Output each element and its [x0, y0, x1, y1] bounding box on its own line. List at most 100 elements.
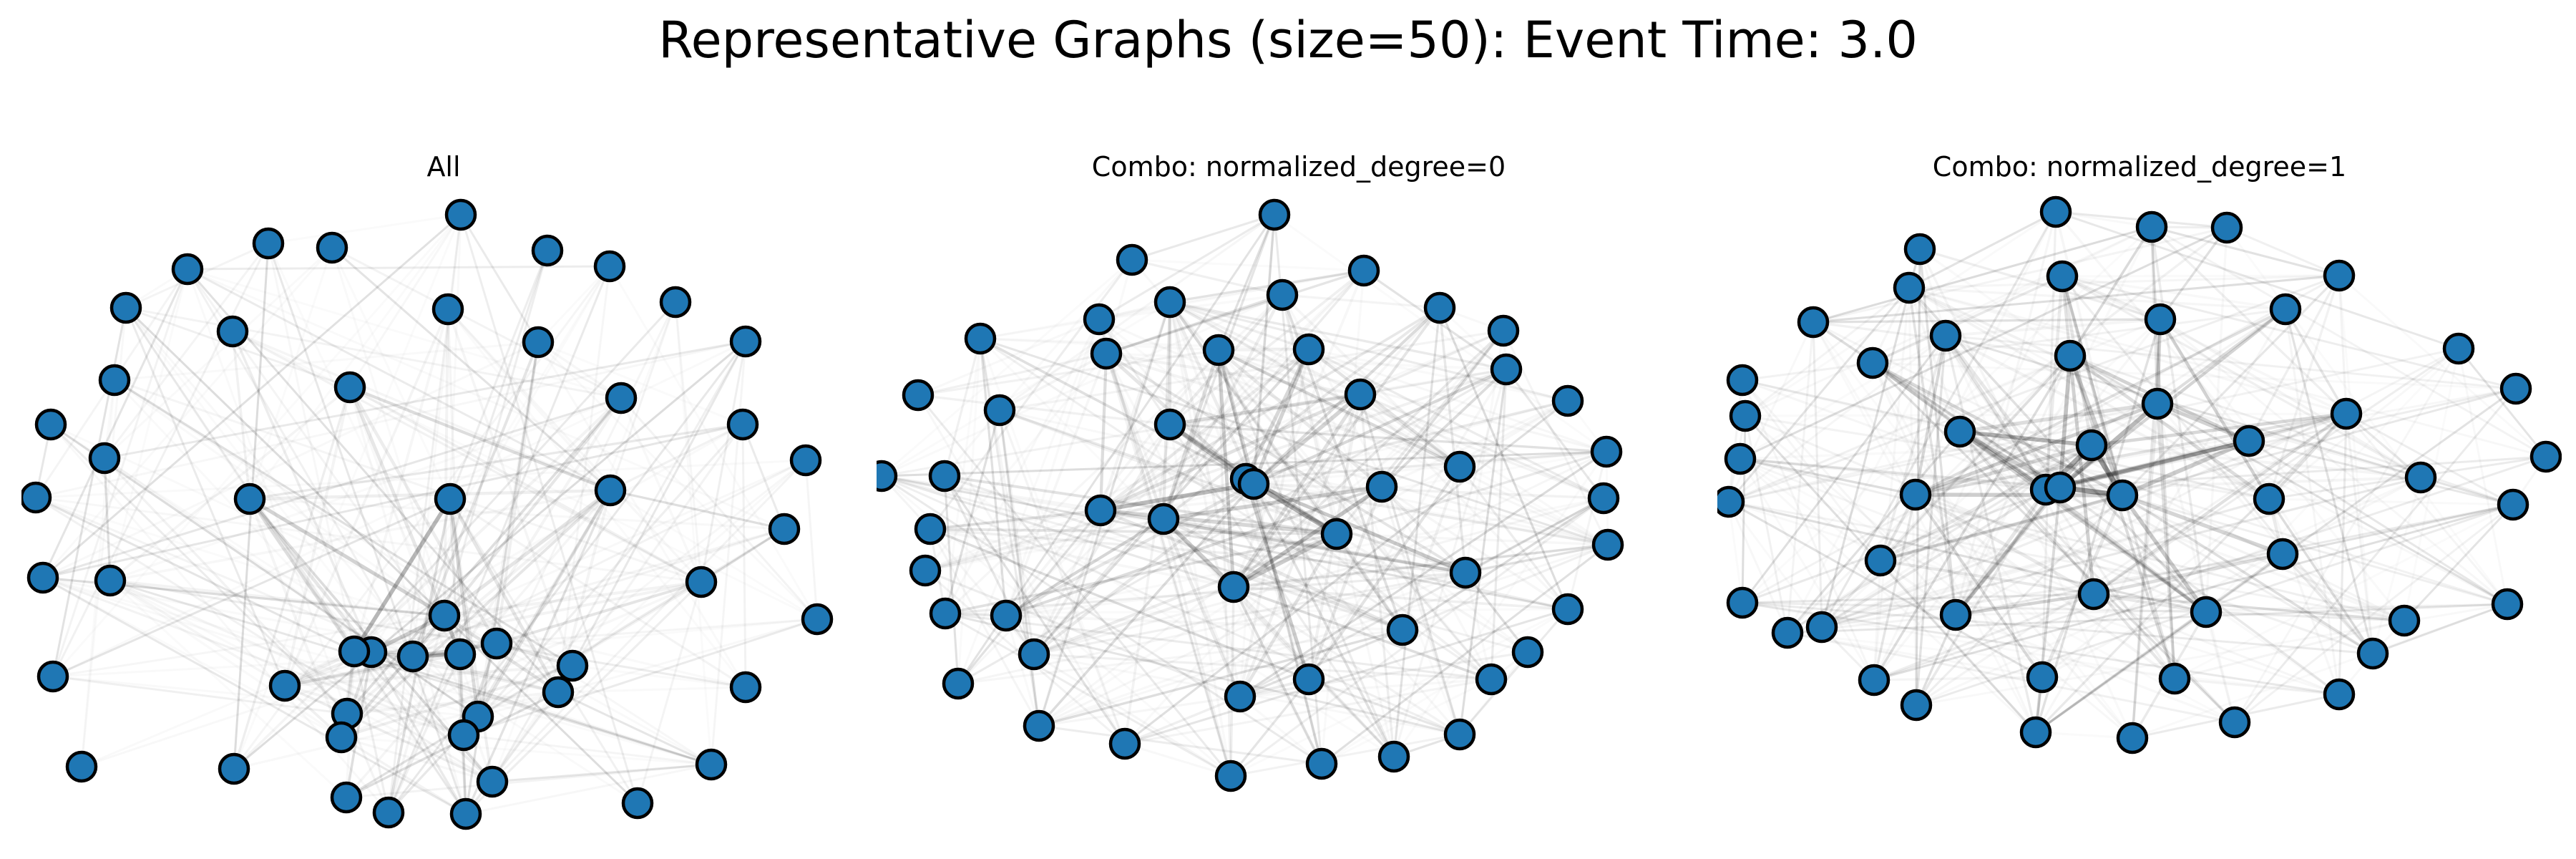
graph-node [1023, 709, 1055, 742]
graph-edge [1786, 631, 2236, 724]
graph-edge [943, 475, 960, 685]
graph-edge [2058, 354, 2072, 490]
graph-edge [1741, 274, 2341, 604]
graph-edge [353, 528, 786, 653]
graph-edge [233, 386, 351, 770]
graph-edge [1741, 308, 2287, 382]
graph-node [1724, 442, 1757, 475]
graph-node [1292, 333, 1325, 366]
edges [1727, 210, 2547, 739]
graph-edge [1098, 351, 1108, 513]
graph-edge [1032, 585, 1236, 656]
graph-edge [1953, 592, 2096, 617]
graph-edge [1307, 347, 1462, 469]
graph-node [685, 566, 718, 598]
graph-edge [2034, 553, 2284, 734]
graph-edge [52, 675, 348, 715]
graph-node [1797, 306, 1830, 339]
graph-edge [2034, 412, 2348, 734]
graph-node [1365, 470, 1398, 503]
graph-node [480, 627, 513, 660]
graph-edge [1216, 348, 1256, 486]
graph-edge [1232, 329, 1505, 588]
graph-node [1943, 415, 1976, 448]
graph-node [1587, 482, 1620, 515]
graph-edge [125, 306, 286, 687]
graph-node [330, 781, 363, 814]
graph-edge [943, 475, 1404, 631]
graph-edge [944, 533, 1338, 615]
graph-edge [2155, 402, 2251, 443]
graph-edge [979, 337, 1247, 480]
graph-edge [2068, 354, 2177, 681]
graph-edge [1004, 482, 1256, 618]
graph-node [171, 253, 204, 286]
graph-node [2442, 332, 2475, 365]
graph-edge [283, 652, 462, 688]
graph-edge [1566, 450, 1608, 611]
graph-edge [1914, 308, 2287, 496]
graph-node [1018, 638, 1050, 671]
graph-edge [1958, 430, 2406, 622]
graph-edge [1878, 443, 2094, 563]
graph-node [2491, 588, 2524, 621]
graph-edge [2233, 503, 2514, 724]
graph-node [1224, 680, 1257, 713]
graph-edge [1169, 301, 1362, 396]
graph-edge [1252, 392, 1362, 486]
graph-node [1726, 364, 1759, 397]
graph-node [695, 748, 728, 781]
graph-edge [186, 265, 611, 271]
figure-title: Representative Graphs (size=50): Event T… [658, 11, 1918, 69]
graph-edge [1739, 457, 2406, 622]
graph-node [2106, 479, 2139, 512]
graph-node [1729, 399, 1762, 432]
graph-edge [1231, 392, 1362, 589]
graph-edge [2044, 412, 2348, 492]
graph-node [1090, 337, 1123, 370]
graph-edge [1741, 601, 2207, 613]
graph-edge [1231, 532, 1339, 589]
graph-edge [248, 498, 343, 739]
graph-edge [353, 301, 677, 653]
graph-edge [557, 340, 747, 694]
graph-edge [924, 569, 1241, 698]
graph-edge [1252, 482, 1323, 765]
graph-edge [1943, 334, 2048, 492]
graph-edge [998, 352, 1108, 412]
network-graph [21, 198, 834, 830]
graph-node [1320, 518, 1353, 550]
graph-node [1899, 478, 1932, 511]
graph-edge [448, 497, 480, 719]
graph-edge [2268, 274, 2341, 500]
graph-node [1443, 450, 1476, 483]
graph-node [2046, 260, 2079, 293]
graph-edge [1252, 482, 1605, 500]
graph-edge [1914, 493, 2044, 679]
graph-edge [1820, 210, 2057, 629]
graph-edge [1820, 553, 2284, 629]
graph-edge [1944, 334, 2517, 390]
graph-edge [1380, 485, 1461, 736]
graph-edge [248, 497, 356, 654]
graph-edge [1358, 392, 1462, 469]
graph-edge [1168, 300, 1236, 589]
graph-edge [1098, 318, 1232, 777]
graph-edge [459, 213, 540, 344]
graph-edge [1727, 500, 2044, 679]
graph-edge [1229, 497, 1605, 777]
graph-edge [2061, 275, 2162, 321]
graph-edge [464, 489, 612, 815]
graph-edge [609, 301, 677, 492]
graph-edge [998, 329, 1505, 412]
graph-node [2044, 471, 2077, 504]
graph-node [2075, 429, 2108, 462]
graph-edge [944, 612, 1461, 736]
graph-edge [880, 475, 1569, 611]
graph-edge [2120, 439, 2251, 498]
graph-edge [943, 475, 1338, 535]
graph-node [1153, 408, 1186, 441]
graph-edge [1162, 518, 1232, 777]
graph-edge [1131, 258, 1284, 296]
graph-edge [1953, 485, 2062, 617]
